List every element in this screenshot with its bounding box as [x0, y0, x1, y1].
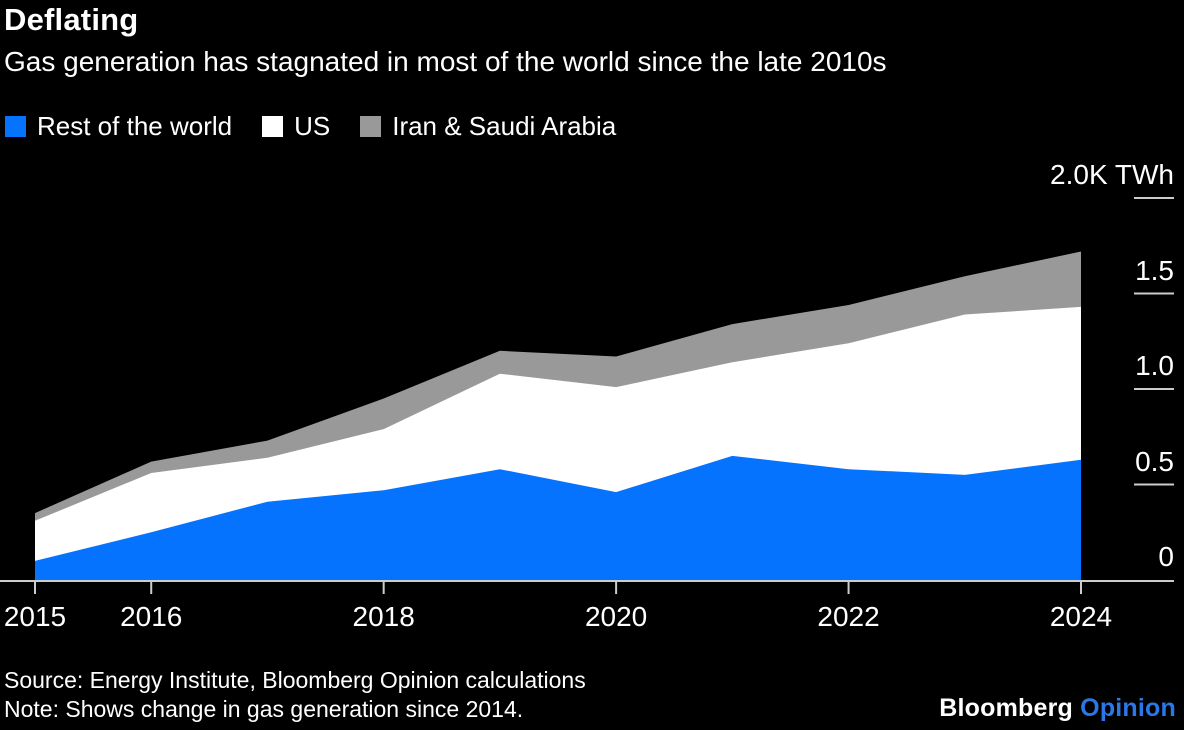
legend-item-rest-of-the-world: Rest of the world	[5, 111, 232, 142]
opinion-logo-text: Opinion	[1080, 694, 1176, 722]
legend-swatch-iran-saudi-arabia-icon	[360, 116, 382, 137]
legend-swatch-rest-of-the-world-icon	[5, 116, 26, 137]
bloomberg-logo-text: Bloomberg	[939, 694, 1074, 722]
methodology-note: Note: Shows change in gas generation sin…	[4, 696, 524, 722]
y-tick-label: 0	[1158, 541, 1174, 572]
x-tick-label: 2024	[1049, 601, 1113, 632]
chart-title: Deflating	[4, 2, 139, 37]
y-tick-label: 1.5	[1135, 254, 1174, 286]
legend-item-us: US	[262, 111, 330, 142]
x-tick-label: 2022	[817, 601, 880, 632]
bloomberg-opinion-logo: Bloomberg Opinion	[939, 694, 1176, 723]
footnotes: Source: Energy Institute, Bloomberg Opin…	[4, 666, 586, 724]
y-tick-label: 1.0	[1135, 350, 1174, 381]
legend-label-iran-saudi-arabia: Iran & Saudi Arabia	[392, 111, 617, 141]
legend: Rest of the world US Iran & Saudi Arabia	[5, 111, 646, 142]
legend-label-us: US	[294, 111, 331, 141]
legend-label-rest-of-the-world: Rest of the world	[37, 111, 233, 141]
chart-subtitle: Gas generation has stagnated in most of …	[4, 46, 887, 77]
x-tick-label: 2015	[3, 601, 67, 632]
x-tick-label: 2020	[584, 601, 648, 632]
x-tick-label: 2016	[120, 601, 183, 632]
legend-swatch-us-icon	[262, 116, 284, 137]
x-tick-label: 2018	[352, 601, 415, 632]
legend-item-iran-saudi-arabia: Iran & Saudi Arabia	[360, 111, 616, 142]
y-tick-label: 2.0K TWh	[1050, 159, 1174, 190]
source-note: Source: Energy Institute, Bloomberg Opin…	[4, 667, 586, 693]
series-area-rest-of-the-world	[35, 455, 1081, 581]
y-tick-label: 0.5	[1135, 445, 1174, 477]
